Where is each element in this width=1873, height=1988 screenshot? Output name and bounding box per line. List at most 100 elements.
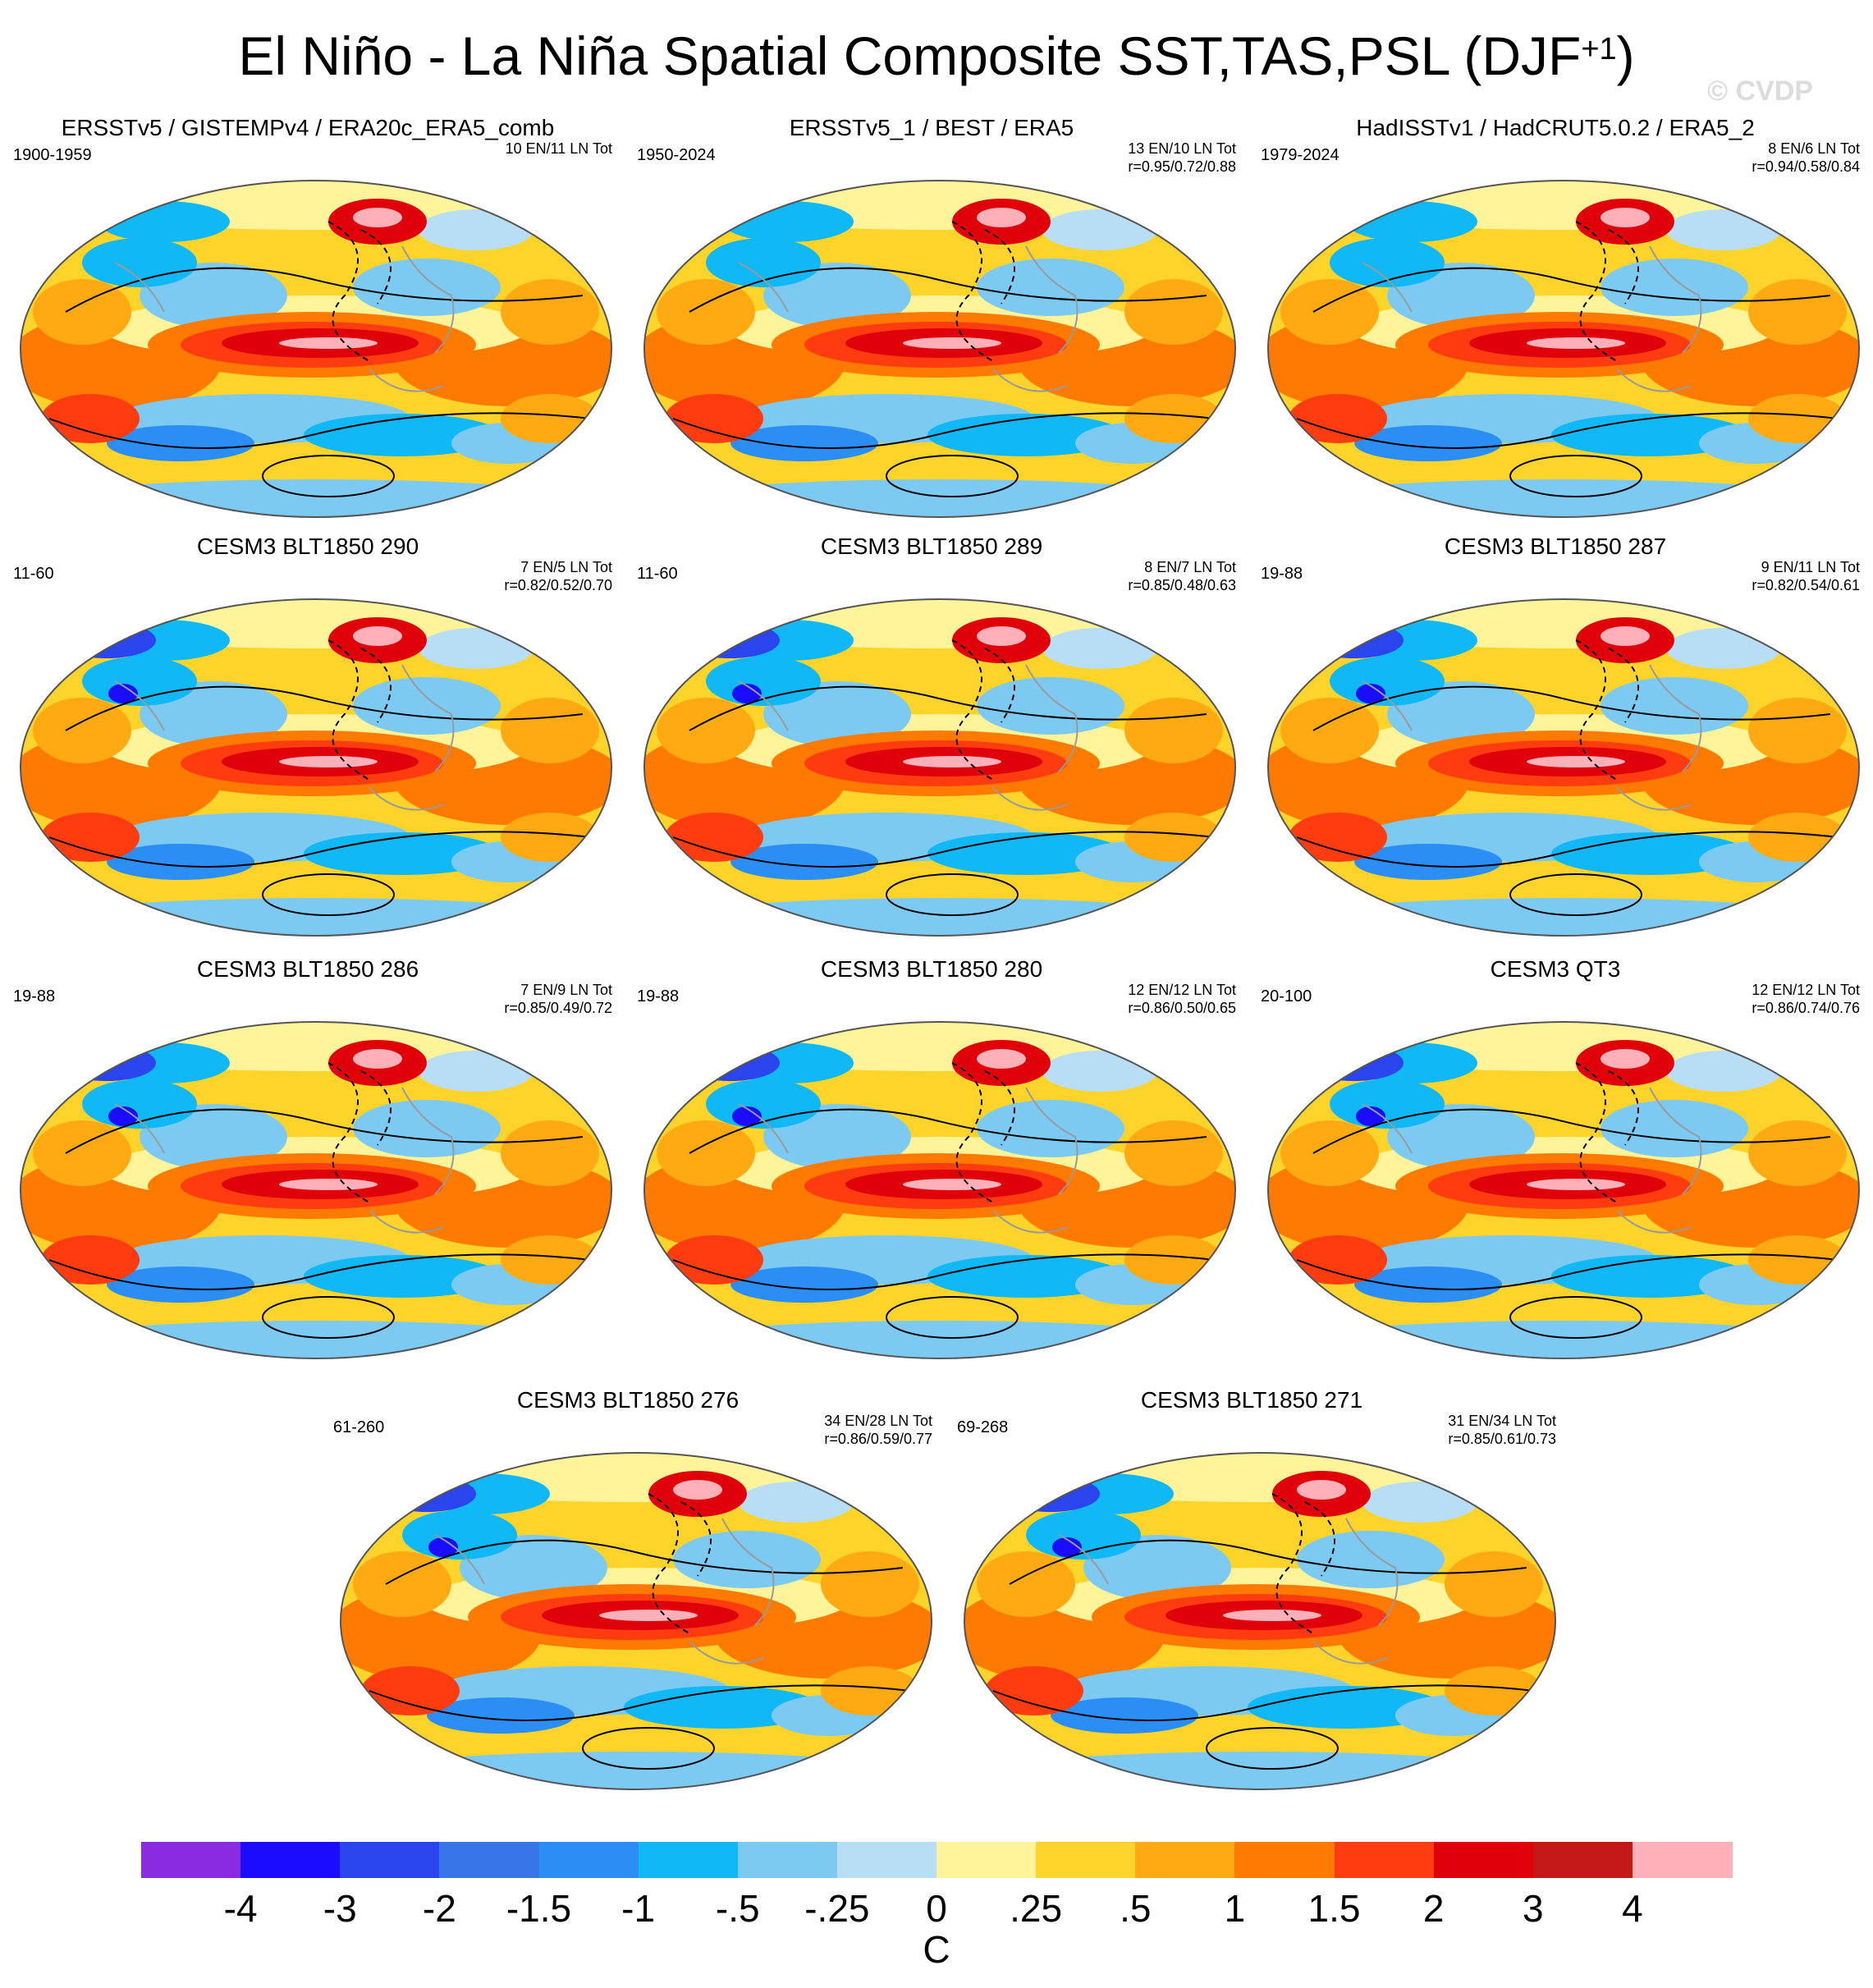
pattern-correlation: r=0.94/0.58/0.84 [1752, 158, 1860, 175]
panel-stats: 7 EN/9 LN Tot r=0.85/0.49/0.72 [504, 981, 612, 1017]
colorbar-tick-label: .5 [1120, 1887, 1152, 1930]
colorbar-tick-label: -3 [323, 1887, 357, 1930]
panel-title: CESM3 BLT1850 271 [1140, 1387, 1363, 1413]
colorbar-box [1036, 1842, 1136, 1878]
composite-panel: HadISSTv1 / HadCRUT5.0.2 / ERA5_2 1979-20… [1248, 115, 1863, 525]
event-count: 7 EN/5 LN Tot [520, 559, 612, 575]
global-map [20, 180, 612, 518]
colorbar-box [1433, 1842, 1534, 1878]
global-map [1267, 598, 1860, 937]
colorbar-box [141, 1842, 241, 1878]
colorbar-box [538, 1842, 639, 1878]
panel-years: 61-260 [333, 1418, 385, 1436]
colorbar-tick-label: -1 [621, 1887, 656, 1930]
event-count: 13 EN/10 LN Tot [1128, 140, 1236, 157]
global-map [643, 1021, 1236, 1359]
pattern-correlation: r=0.82/0.54/0.61 [1752, 577, 1860, 593]
colorbar-box [1135, 1842, 1235, 1878]
panel-years: 69-268 [957, 1418, 1009, 1436]
panel-stats: 10 EN/11 LN Tot [506, 140, 612, 158]
colorbar-unit: C [923, 1928, 950, 1971]
colorbar-box [936, 1842, 1037, 1878]
panel-years: 1900-1959 [13, 146, 92, 164]
colorbar-tick-label: 4 [1622, 1887, 1643, 1930]
panel-title: CESM3 BLT1850 289 [820, 534, 1043, 559]
panel-years: 1950-2024 [637, 146, 716, 164]
panel-stats: 8 EN/7 LN Tot r=0.85/0.48/0.63 [1128, 558, 1236, 594]
colorbar-tick-label: -4 [223, 1887, 258, 1930]
event-count: 31 EN/34 LN Tot [1448, 1413, 1556, 1429]
colorbar-tick-label: 3 [1522, 1887, 1544, 1930]
colorbar-tick-label: -2 [422, 1887, 456, 1930]
global-map [1267, 1021, 1860, 1359]
colorbar-box [638, 1842, 739, 1878]
panel-years: 19-88 [13, 987, 56, 1005]
event-count: 12 EN/12 LN Tot [1752, 982, 1860, 998]
panel-stats: 31 EN/34 LN Tot r=0.85/0.61/0.73 [1448, 1412, 1556, 1448]
panel-stats: 12 EN/12 LN Tot r=0.86/0.50/0.65 [1128, 981, 1236, 1017]
colorbar-box [1234, 1842, 1335, 1878]
colorbar-tick-label: 0 [926, 1887, 947, 1930]
colorbar-box [1532, 1842, 1633, 1878]
colorbar-box [1334, 1842, 1435, 1878]
pattern-correlation: r=0.86/0.50/0.65 [1128, 1000, 1236, 1016]
event-count: 34 EN/28 LN Tot [824, 1413, 932, 1429]
colorbar-box [439, 1842, 539, 1878]
pattern-correlation: r=0.85/0.61/0.73 [1448, 1431, 1556, 1447]
panel-years: 19-88 [1261, 565, 1303, 583]
page-title: El Niño - La Niña Spatial Composite SST,… [238, 25, 1635, 86]
panel-title: CESM3 BLT1850 276 [516, 1387, 740, 1413]
panel-stats: 7 EN/5 LN Tot r=0.82/0.52/0.70 [504, 558, 612, 594]
event-count: 12 EN/12 LN Tot [1128, 982, 1236, 998]
panel-title: HadISSTv1 / HadCRUT5.0.2 / ERA5_2 [1356, 115, 1755, 140]
pattern-correlation: r=0.85/0.49/0.72 [504, 1000, 612, 1016]
composite-panel: CESM3 BLT1850 290 11-60 7 EN/5 LN Tot r=0.8… [0, 534, 616, 944]
global-map [643, 180, 1236, 518]
composite-panel: ERSSTv5 / GISTEMPv4 / ERA20c_ERA5_comb 19… [0, 115, 616, 525]
pattern-correlation: r=0.82/0.52/0.70 [504, 577, 612, 593]
panel-stats: 13 EN/10 LN Tot r=0.95/0.72/0.88 [1128, 140, 1236, 176]
global-map [1267, 180, 1860, 518]
colorbar-tick-label: .25 [1010, 1887, 1063, 1930]
panel-years: 11-60 [13, 565, 54, 583]
global-map [340, 1452, 932, 1790]
colorbar-tick-label: 2 [1422, 1887, 1445, 1930]
composite-panel: CESM3 QT3 20-100 12 EN/12 LN Tot r=0.86/0.7… [1248, 956, 1863, 1367]
pattern-correlation: r=0.85/0.48/0.63 [1128, 577, 1236, 593]
event-count: 8 EN/7 LN Tot [1144, 559, 1236, 575]
panel-title: CESM3 QT3 [1490, 956, 1621, 982]
pattern-correlation: r=0.95/0.72/0.88 [1128, 158, 1236, 175]
event-count: 7 EN/9 LN Tot [520, 982, 612, 998]
panel-title: CESM3 BLT1850 290 [196, 534, 419, 559]
panel-stats: 8 EN/6 LN Tot r=0.94/0.58/0.84 [1752, 140, 1860, 176]
colorbar-tick-label: -.25 [804, 1887, 870, 1930]
panel-years: 19-88 [637, 987, 680, 1005]
panel-title: CESM3 BLT1850 280 [820, 956, 1043, 982]
colorbar-box [836, 1842, 937, 1878]
panel-title: CESM3 BLT1850 287 [1444, 534, 1667, 559]
colorbar-tick-label: -.5 [715, 1887, 760, 1930]
colorbar [141, 1842, 1733, 1878]
pattern-correlation: r=0.86/0.59/0.77 [824, 1431, 932, 1447]
global-map [964, 1452, 1556, 1790]
global-map [20, 598, 612, 937]
panel-years: 1979-2024 [1261, 146, 1339, 164]
panel-stats: 12 EN/12 LN Tot r=0.86/0.74/0.76 [1752, 981, 1860, 1017]
composite-panel: CESM3 BLT1850 280 19-88 12 EN/12 LN Tot r=0… [624, 956, 1239, 1367]
panel-title: ERSSTv5_1 / BEST / ERA5 [789, 115, 1074, 140]
panel-stats: 9 EN/11 LN Tot r=0.82/0.54/0.61 [1752, 558, 1860, 594]
composite-panel: CESM3 BLT1850 287 19-88 9 EN/11 LN Tot r=0.… [1248, 534, 1863, 944]
event-count: 10 EN/11 LN Tot [505, 140, 612, 157]
composite-panel: CESM3 BLT1850 271 69-268 31 EN/34 LN Tot r=… [944, 1387, 1559, 1798]
global-map [643, 598, 1236, 937]
panel-title: ERSSTv5 / GISTEMPv4 / ERA20c_ERA5_comb [61, 115, 555, 140]
colorbar-box [340, 1842, 440, 1878]
event-count: 8 EN/6 LN Tot [1768, 140, 1860, 157]
composite-panel: CESM3 BLT1850 286 19-88 7 EN/9 LN Tot r=0.8… [0, 956, 616, 1367]
colorbar-tick-label: -1.5 [506, 1887, 572, 1930]
colorbar-tick-label: 1 [1224, 1887, 1246, 1930]
panel-years: 20-100 [1261, 987, 1312, 1005]
pattern-correlation: r=0.86/0.74/0.76 [1752, 1000, 1860, 1016]
panel-title: CESM3 BLT1850 286 [196, 956, 419, 982]
copyright-label: © CVDP [1707, 76, 1813, 107]
